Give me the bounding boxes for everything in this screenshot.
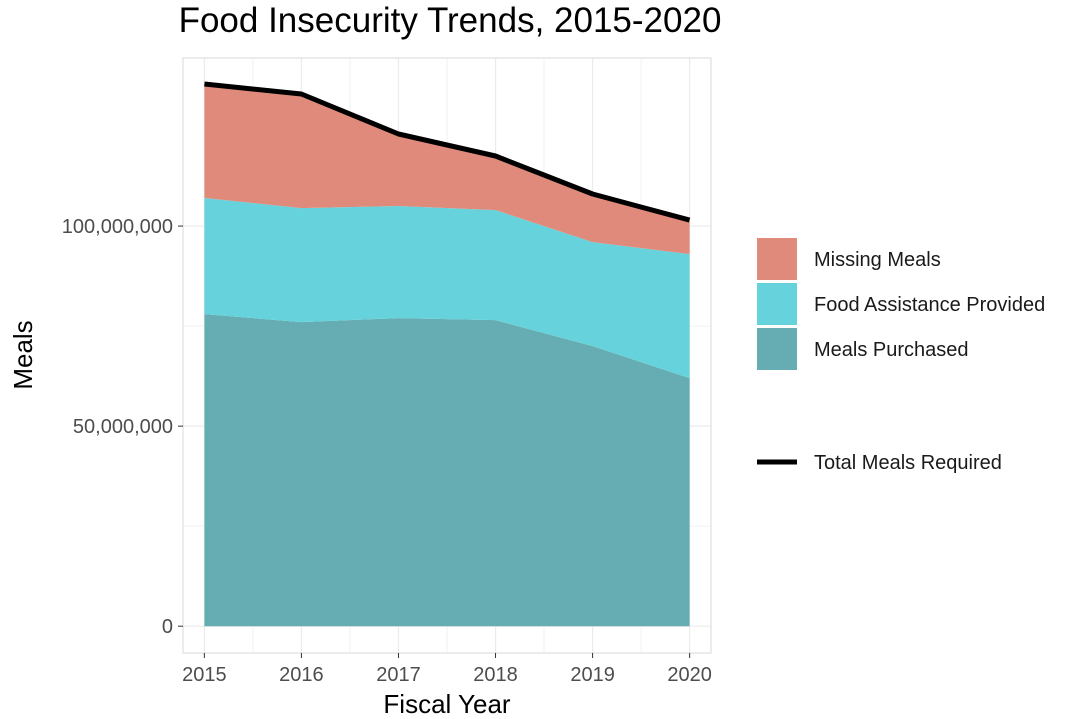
y-tick-label: 0 [162, 616, 173, 638]
legend: Missing Meals Food Assistance Provided Mea… [757, 238, 1045, 474]
x-tick-label: 2018 [473, 664, 518, 686]
total-line-layer [204, 81, 691, 223]
legend-key-meals-purchased [757, 328, 797, 370]
y-axis: 0 50,000,000 100,000,000 [62, 216, 183, 638]
legend-label-missing-meals: Missing Meals [814, 249, 941, 271]
plot-border [182, 57, 712, 654]
y-axis-title: Meals [8, 320, 38, 389]
area-food-assistance-provided [204, 198, 690, 379]
y-tick-label: 50,000,000 [73, 416, 173, 438]
line-total-meals-required [204, 81, 691, 223]
area-missing-meals [204, 84, 690, 255]
x-axis-title: Fiscal Year [383, 689, 511, 719]
x-tick-label: 2017 [376, 664, 421, 686]
legend-label-meals-purchased: Meals Purchased [814, 339, 969, 361]
legend-key-food-assistance-provided [757, 283, 797, 325]
area-meals-purchased [204, 314, 690, 627]
x-axis: 2015 2016 2017 2018 2019 2020 [182, 653, 712, 686]
x-tick-label: 2020 [667, 664, 712, 686]
stacked-areas [204, 84, 690, 627]
x-tick-label: 2019 [570, 664, 615, 686]
chart-title: Food Insecurity Trends, 2015-2020 [179, 1, 722, 40]
legend-label-food-assistance-provided: Food Assistance Provided [814, 294, 1045, 316]
x-tick-label: 2016 [279, 664, 324, 686]
legend-label-total-meals-required: Total Meals Required [814, 452, 1002, 474]
legend-key-missing-meals [757, 238, 797, 280]
y-tick-label: 100,000,000 [62, 216, 173, 238]
x-tick-label: 2015 [182, 664, 227, 686]
